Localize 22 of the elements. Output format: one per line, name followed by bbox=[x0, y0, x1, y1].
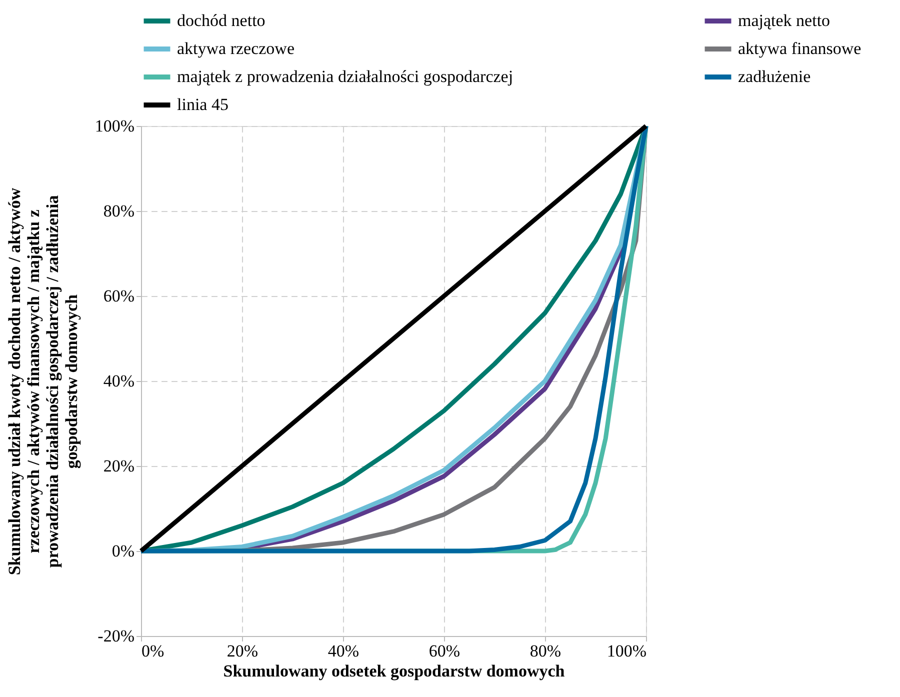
y-tick-label: 100% bbox=[94, 116, 134, 136]
legend-label: linia 45 bbox=[177, 95, 228, 114]
y-tick-label: 80% bbox=[103, 202, 134, 220]
x-tick-label: 0% bbox=[142, 642, 164, 660]
legend-label: dochód netto bbox=[177, 11, 266, 30]
y-axis-title: Skumulowany udział kwoty dochodu netto / aktywów rzeczowych / aktywów finansowych / majątku z prowadzenia działalności gospodarczej / zadłużenia gospodarstw domowych bbox=[4, 187, 81, 576]
x-tick-label: 80% bbox=[530, 642, 562, 660]
legend-label: zadłużenie bbox=[738, 67, 811, 86]
legend-label: aktywa finansowe bbox=[738, 39, 862, 58]
x-tick-label: 60% bbox=[428, 642, 460, 660]
y-tick-label: 60% bbox=[103, 286, 134, 306]
y-tick-label: -20% bbox=[98, 626, 134, 646]
y-tick-label: 40% bbox=[103, 372, 134, 390]
x-tick-label: 100% bbox=[606, 642, 646, 660]
y-tick-label: 0% bbox=[112, 542, 134, 560]
x-tick-label: 20% bbox=[226, 642, 258, 660]
legend-label: aktywa rzeczowe bbox=[177, 39, 295, 58]
y-tick-label: 20% bbox=[103, 456, 134, 476]
x-axis-title: Skumulowany odsetek gospodarstw domowych bbox=[223, 662, 566, 680]
legend-label: majątek netto bbox=[738, 11, 830, 30]
x-tick-label: 40% bbox=[328, 642, 360, 660]
legend-label: majątek z prowadzenia działalności gospodarczej bbox=[177, 67, 514, 86]
